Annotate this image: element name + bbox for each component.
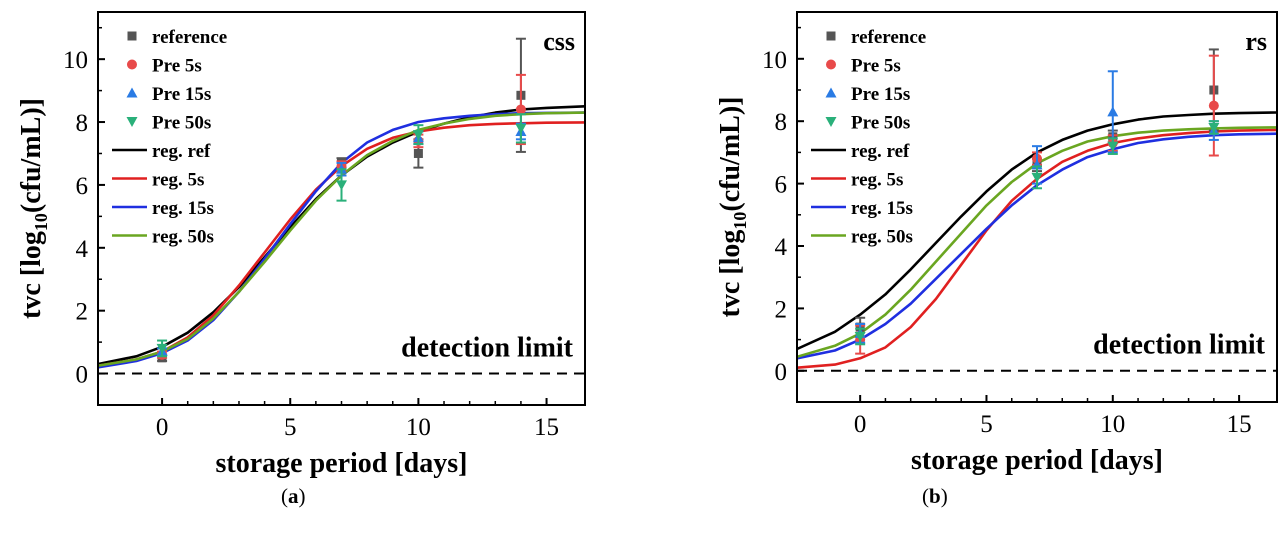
y-tick-label: 6 [775,172,788,199]
y-axis-label-sub: 10 [730,212,750,230]
legend-label: reference [851,27,926,48]
y-axis-label-sub: 10 [31,213,51,231]
panel-annotation: css [543,27,575,56]
x-tick-label: 15 [1227,411,1252,438]
panel-annotation: rs [1245,27,1267,56]
legend-label: reg. 50s [152,227,214,248]
data-point-3 [1208,122,1220,133]
legend-label: reg. 15s [152,198,214,219]
data-point-3 [515,123,527,134]
y-axis-label-prefix: tvc [log [715,230,746,318]
y-tick-label: 10 [762,47,787,74]
legend-label: Pre 15s [851,84,910,105]
data-point-0 [413,148,423,158]
legend-label: Pre 15s [152,84,211,105]
panel-label-b: (b) [922,484,948,508]
x-tick-label: 10 [1100,411,1125,438]
legend-marker-1 [127,59,137,70]
legend-marker-3 [825,117,837,127]
detection-limit-label: detection limit [1093,330,1266,361]
data-point-3 [412,130,424,141]
data-point-1 [1208,100,1219,111]
y-axis-label: tvc [log10(cfu/mL)] [16,98,51,319]
legend-marker-0 [826,31,836,41]
legend-marker-2 [126,87,138,98]
data-point-3 [1031,172,1043,183]
legend-label: reg. ref [152,141,211,162]
x-tick-label: 5 [980,411,993,438]
legend-marker-0 [127,31,137,41]
y-tick-label: 0 [76,362,89,389]
x-axis-label: storage period [days] [216,448,468,479]
data-point-3 [156,343,168,354]
x-axis-label: storage period [days] [911,445,1163,476]
legend-label: reg. 5s [851,170,903,191]
legend-marker-1 [826,59,836,70]
data-point-3 [1107,141,1119,152]
legend-label: reg. 50s [851,227,913,248]
panel-label-a: (a) [281,484,306,508]
y-tick-label: 2 [76,299,89,326]
y-axis-label-suffix: (cfu/mL)] [715,97,746,212]
legend-label: Pre 5s [851,56,901,77]
data-point-2 [1107,106,1119,117]
y-axis-label-prefix: tvc [log [16,231,47,319]
legend-label: Pre 5s [152,56,202,77]
y-tick-label: 4 [76,236,89,263]
data-point-3 [854,331,866,342]
x-tick-label: 10 [406,414,431,441]
x-tick-label: 5 [284,414,297,441]
x-tick-label: 0 [854,411,867,438]
legend-label: reg. ref [851,141,910,162]
legend-label: Pre 50s [152,113,211,134]
y-axis-label-suffix: (cfu/mL)] [16,98,47,213]
chart-panel-b: 0 5 10 15 0 2 4 6 8 10 storage period [days] tvc [l… [715,11,1278,476]
legend-marker-2 [825,87,837,98]
y-tick-label: 4 [775,234,788,261]
x-tick-label: 15 [534,414,559,441]
x-tick-label: 0 [156,414,169,441]
y-tick-label: 0 [775,359,788,386]
data-point-1 [515,104,526,115]
y-tick-label: 8 [775,109,788,136]
legend-label: reference [152,27,227,48]
data-point-3 [336,180,347,191]
y-tick-label: 8 [76,110,89,137]
legend-label: reg. 5s [152,170,204,191]
chart-panel-a: 0 5 10 15 0 2 4 6 8 10 storage period [days] tvc [l… [16,11,586,479]
y-axis-label: tvc [log10(cfu/mL)] [715,97,750,318]
y-tick-label: 10 [63,47,88,74]
legend-marker-3 [126,117,138,127]
legend-label: Pre 50s [851,113,910,134]
detection-limit-label: detection limit [401,332,574,363]
legend-label: reg. 15s [851,198,913,219]
y-tick-label: 6 [76,173,89,200]
y-tick-label: 2 [775,296,788,323]
